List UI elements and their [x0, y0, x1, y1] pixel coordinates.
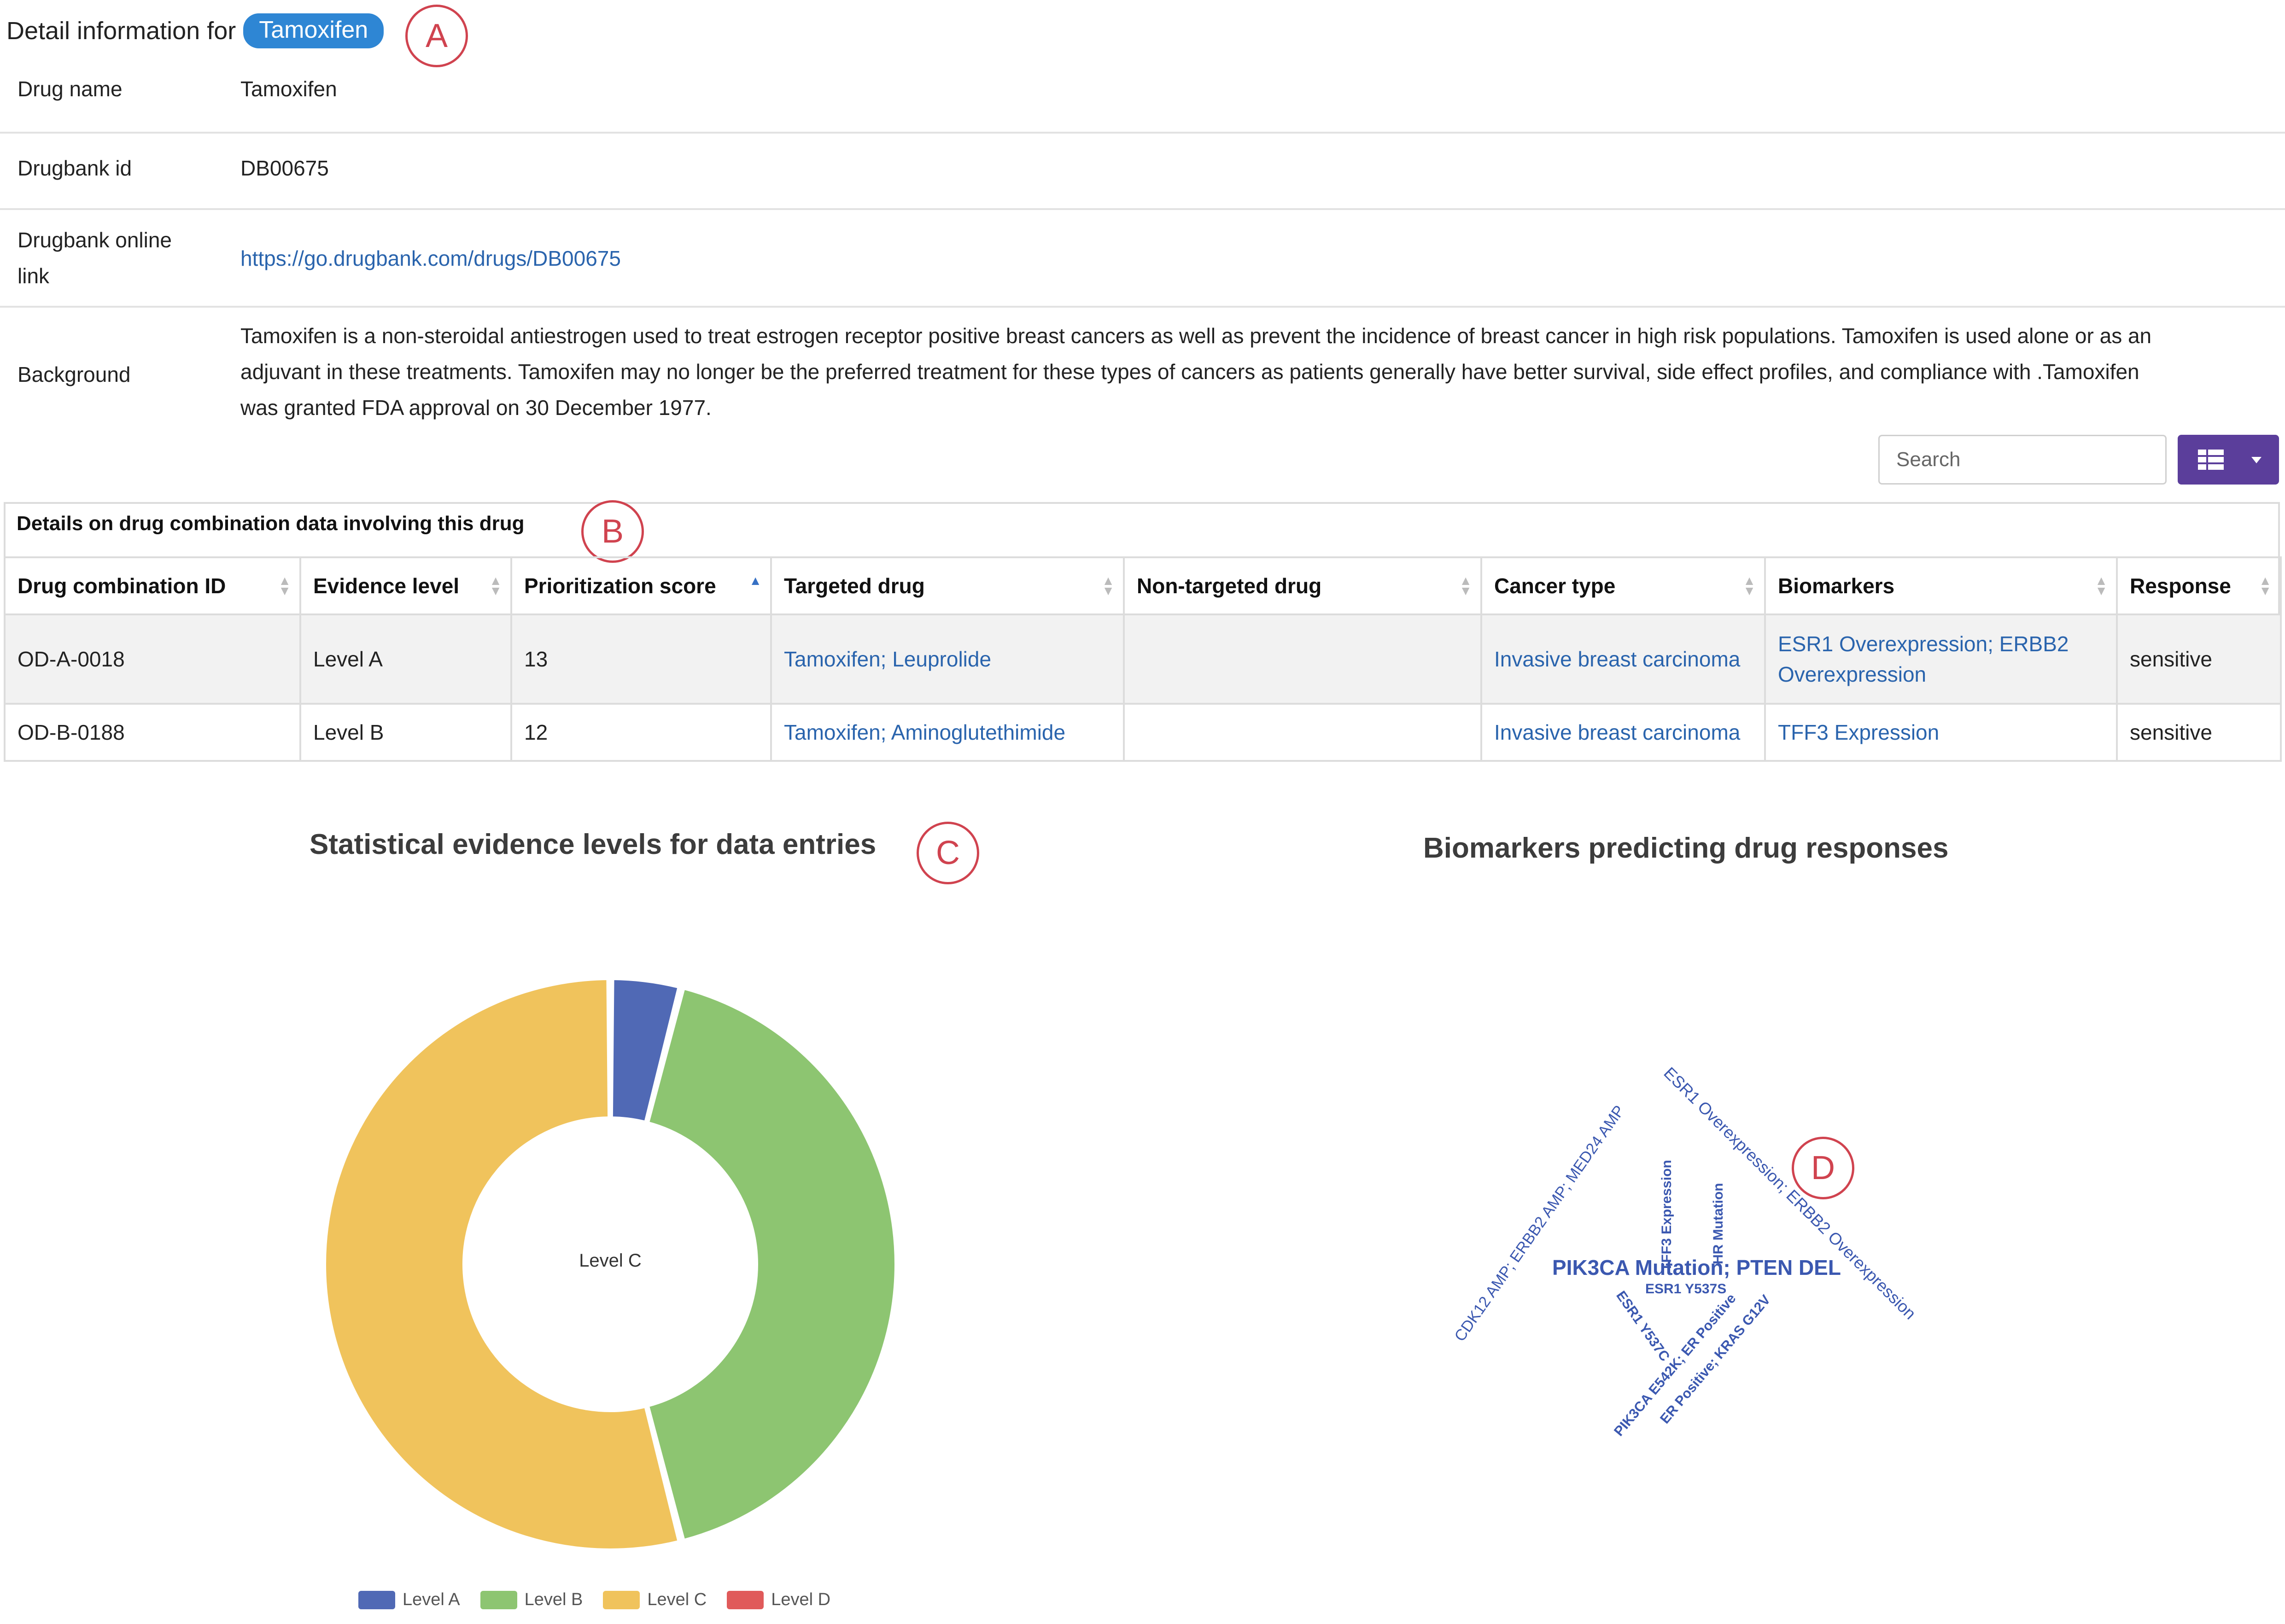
wordcloud-word[interactable]: ESR1 Y537S — [1645, 1281, 1726, 1297]
legend-swatch — [603, 1590, 640, 1609]
info-row-drug-name: Drug name Tamoxifen — [0, 55, 2285, 134]
legend-swatch — [358, 1590, 395, 1609]
biomarker-wordcloud: ESR1 Overexpression; ERBB2 Overexpressio… — [1451, 1063, 1920, 1439]
donut-slice-level-b[interactable] — [646, 987, 897, 1542]
column-view-button[interactable] — [2178, 435, 2279, 485]
table-row: OD-A-0018 Level A 13 Tamoxifen; Leuproli… — [4, 613, 2282, 705]
targeted-drug-link[interactable]: Tamoxifen; Aminoglutethimide — [784, 720, 1066, 744]
legend-item-level-c[interactable]: Level C — [603, 1590, 707, 1610]
cell-cancer-type: Invasive breast carcinoma — [1480, 703, 1766, 762]
info-row-drugbank-id: Drugbank id DB00675 — [0, 134, 2285, 210]
combination-title: Details on drug combination data involvi… — [17, 512, 525, 535]
wordcloud-word[interactable]: PIK3CA Mutation; PTEN DEL — [1552, 1256, 1841, 1279]
chevron-down-icon — [2251, 457, 2262, 463]
cell-evidence-level: Level B — [299, 703, 512, 762]
col-header-response[interactable]: Response ▲ ▼ — [2116, 556, 2282, 615]
title-prefix: Detail information for — [6, 17, 236, 45]
sort-icon[interactable]: ▲ ▼ — [2259, 573, 2272, 598]
wordcloud-word[interactable]: TFF3 Expression — [1659, 1160, 1674, 1271]
wordcloud-word[interactable]: HR Mutation — [1711, 1183, 1726, 1264]
col-header-non-targeted-drug[interactable]: Non-targeted drug ▲ ▼ — [1123, 556, 1482, 615]
sort-icon[interactable]: ▲ ▼ — [1102, 573, 1115, 598]
cell-score: 13 — [510, 613, 772, 705]
online-link-label-line2: link — [18, 264, 50, 288]
sort-icon[interactable]: ▲ ▼ — [278, 573, 291, 598]
biomarkers-link[interactable]: TFF3 Expression — [1778, 720, 1940, 744]
cell-non-targeted-drug — [1123, 613, 1482, 705]
wordcloud-word[interactable]: ESR1 Y537C — [1613, 1288, 1672, 1364]
col-header-targeted-drug[interactable]: Targeted drug ▲ ▼ — [770, 556, 1125, 615]
cell-targeted-drug: Tamoxifen; Aminoglutethimide — [770, 703, 1125, 762]
table-view-icon — [2198, 450, 2262, 470]
sort-icon[interactable]: ▲ ▼ — [1459, 573, 1472, 598]
sort-icon[interactable]: ▲ ▼ — [2095, 573, 2108, 598]
donut-slice-level-c[interactable] — [323, 977, 680, 1551]
cell-response: sensitive — [2116, 703, 2282, 762]
cell-biomarkers: ESR1 Overexpression; ERBB2 Overexpression — [1764, 613, 2118, 705]
cell-non-targeted-drug — [1123, 703, 1482, 762]
pie-chart-title: Statistical evidence levels for data ent… — [310, 829, 877, 860]
drugbank-online-link[interactable]: https://go.drugbank.com/drugs/DB00675 — [240, 246, 621, 270]
drug-info-table: Drug name Tamoxifen Drugbank id DB00675 … — [0, 55, 2285, 432]
drug-name-value: Tamoxifen — [240, 77, 337, 101]
page-title: Detail information for Tamoxifen — [6, 10, 384, 52]
cell-biomarkers: TFF3 Expression — [1764, 703, 2118, 762]
col-header-prioritization-score[interactable]: Prioritization score ▲ ▼ — [510, 556, 772, 615]
sort-icon[interactable]: ▲ ▼ — [1743, 573, 1756, 598]
cell-response: sensitive — [2116, 613, 2282, 705]
cancer-type-link[interactable]: Invasive breast carcinoma — [1494, 647, 1741, 671]
table-header-row: Drug combination ID ▲ ▼ Evidence level ▲ ▼ P… — [4, 556, 2282, 615]
biomarkers-link[interactable]: ESR1 Overexpression; ERBB2 Overexpression — [1778, 632, 2069, 686]
legend-item-level-b[interactable]: Level B — [480, 1590, 583, 1610]
legend-swatch — [480, 1590, 517, 1609]
search-input[interactable] — [1878, 435, 2167, 485]
cell-cancer-type: Invasive breast carcinoma — [1480, 613, 1766, 705]
donut-slice-level-a[interactable] — [610, 977, 680, 1124]
online-link-label-line1: Drugbank online — [18, 228, 172, 252]
cancer-type-link[interactable]: Invasive breast carcinoma — [1494, 720, 1741, 744]
col-header-combination-id[interactable]: Drug combination ID ▲ ▼ — [4, 556, 301, 615]
annotation-d: D — [1792, 1137, 1854, 1199]
donut-chart: Level C — [323, 977, 897, 1551]
wordcloud-word[interactable]: CDK12 AMP; ERBB2 AMP; MED24 AMP — [1451, 1102, 1628, 1344]
cell-evidence-level: Level A — [299, 613, 512, 705]
cell-combination-id: OD-B-0188 — [4, 703, 301, 762]
wordcloud-title: Biomarkers predicting drug responses — [1423, 832, 1949, 864]
legend-swatch — [727, 1590, 764, 1609]
annotation-a: A — [405, 5, 468, 67]
drug-name-label: Drug name — [18, 77, 123, 101]
cell-targeted-drug: Tamoxifen; Leuprolide — [770, 613, 1125, 705]
col-header-cancer-type[interactable]: Cancer type ▲ ▼ — [1480, 556, 1766, 615]
drug-pill[interactable]: Tamoxifen — [243, 13, 384, 48]
legend-item-level-d[interactable]: Level D — [727, 1590, 830, 1610]
col-header-evidence-level[interactable]: Evidence level ▲ ▼ — [299, 556, 512, 615]
pie-legend: Level A Level B Level C Level D — [358, 1590, 851, 1610]
background-line-3: was granted FDA approval on 30 December … — [240, 396, 712, 420]
table-row: OD-B-0188 Level B 12 Tamoxifen; Aminoglu… — [4, 703, 2282, 762]
annotation-b: B — [581, 500, 644, 563]
sort-asc-icon[interactable]: ▲ ▼ — [749, 573, 762, 598]
cell-score: 12 — [510, 703, 772, 762]
targeted-drug-link[interactable]: Tamoxifen; Leuprolide — [784, 647, 992, 671]
legend-item-level-a[interactable]: Level A — [358, 1590, 460, 1610]
drugbank-id-value: DB00675 — [240, 156, 329, 180]
background-line-2: adjuvant in these treatments. Tamoxifen … — [240, 360, 2139, 384]
info-row-online-link: Drugbank online link https://go.drugbank… — [0, 210, 2285, 308]
donut-center-label: Level C — [579, 1250, 642, 1271]
combination-table: Drug combination ID ▲ ▼ Evidence level ▲ ▼ P… — [4, 556, 2282, 762]
drugbank-id-label: Drugbank id — [18, 156, 132, 180]
info-row-background: Background Tamoxifen is a non-steroidal … — [0, 308, 2285, 432]
sort-icon[interactable]: ▲ ▼ — [489, 573, 502, 598]
background-label: Background — [18, 362, 131, 386]
cell-combination-id: OD-A-0018 — [4, 613, 301, 705]
col-header-biomarkers[interactable]: Biomarkers ▲ ▼ — [1764, 556, 2118, 615]
annotation-c: C — [917, 822, 979, 884]
background-line-1: Tamoxifen is a non-steroidal antiestroge… — [240, 324, 2152, 348]
